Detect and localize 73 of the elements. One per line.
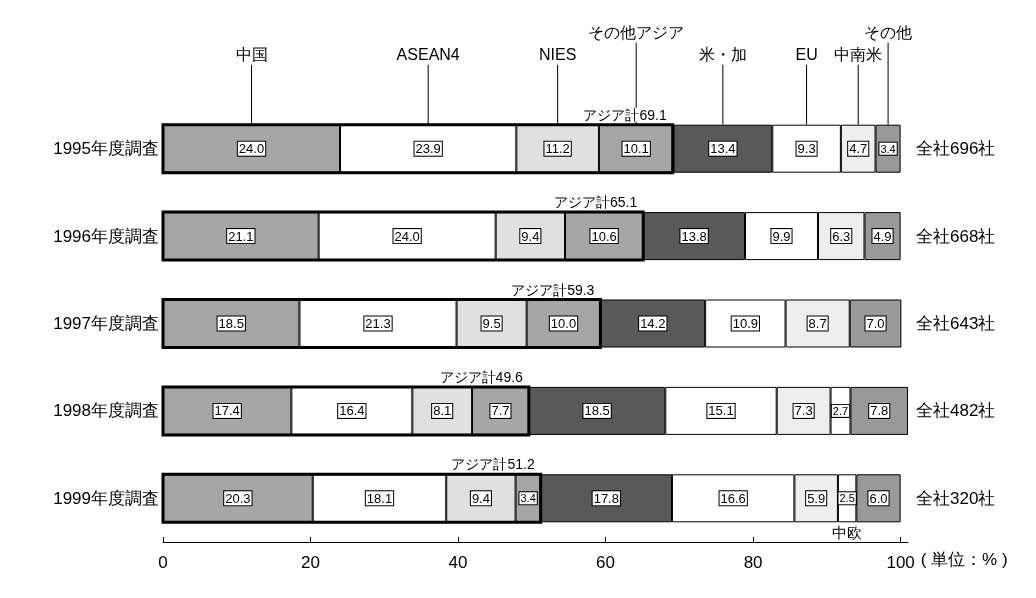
- data-label: 10.0: [550, 316, 577, 331]
- data-label: 21.1: [228, 228, 254, 244]
- data-label: 2.7: [832, 404, 849, 417]
- data-label: 24.0: [238, 141, 265, 157]
- data-label: 13.4: [710, 141, 736, 157]
- data-label: 18.5: [584, 403, 610, 419]
- y2-tick-label: 全社320社: [916, 488, 996, 508]
- text: その他アジア: [588, 24, 685, 42]
- data-label: 7.3: [794, 403, 813, 419]
- y-tick-label: 1996年度調査: [53, 226, 159, 246]
- data-label: 8.1: [433, 403, 452, 419]
- data-label: 21.3: [365, 316, 391, 331]
- data-label: 4.9: [873, 228, 892, 244]
- data-label: 10.6: [591, 228, 617, 244]
- annotation: アジア計59.3: [511, 281, 595, 298]
- data-label: 18.5: [218, 316, 244, 331]
- data-label: 13.8: [681, 228, 707, 244]
- data-label: 11.2: [545, 141, 570, 157]
- data-label: 7.0: [866, 316, 885, 331]
- data-label: 5.9: [807, 490, 826, 506]
- text: その他: [864, 24, 913, 42]
- y-tick-label: 1999年度調査: [53, 488, 159, 508]
- data-label: 9.9: [772, 228, 791, 244]
- text: ASEAN4: [396, 46, 460, 64]
- data-label: 2.5: [839, 492, 855, 505]
- data-label: 24.0: [394, 228, 420, 244]
- data-label: 20.3: [225, 490, 251, 506]
- annotation: アジア計69.1: [583, 106, 667, 123]
- series-label: 中欧: [832, 524, 863, 542]
- x-tick-label: 100: [886, 553, 915, 572]
- y2-tick-label: 全社696社: [916, 139, 996, 159]
- y-tick-label: 1995年度調査: [53, 139, 159, 159]
- x-tick-label: 0: [158, 553, 168, 572]
- y-tick-label: 1997年度調査: [53, 314, 159, 333]
- annotation: アジア計65.1: [553, 194, 638, 211]
- data-label: 6.3: [832, 228, 851, 244]
- annotation: アジア計49.6: [439, 368, 524, 385]
- data-label: 14.2: [640, 316, 666, 331]
- text: 中国: [235, 46, 268, 64]
- y2-tick-label: 全社643社: [916, 314, 996, 333]
- annotation: アジア計51.2: [451, 456, 535, 473]
- data-label: 8.7: [808, 316, 827, 331]
- x-tick-label: 20: [301, 553, 320, 572]
- text: NIES: [538, 46, 577, 64]
- data-label: 3.4: [520, 492, 536, 505]
- data-label: 7.8: [870, 403, 889, 419]
- x-axis-title: ( 単位：% ): [920, 550, 1008, 569]
- text: 米・加: [698, 46, 747, 64]
- text: EU: [795, 46, 818, 64]
- data-label: 17.4: [214, 403, 240, 419]
- data-label: 9.5: [482, 316, 501, 331]
- data-label: 16.6: [720, 490, 746, 506]
- data-label: 7.7: [491, 403, 510, 419]
- x-tick-label: 80: [743, 553, 763, 572]
- data-label: 16.4: [339, 403, 365, 419]
- x-tick-label: 60: [596, 553, 616, 572]
- data-label: 9.4: [471, 490, 490, 506]
- data-label: 9.4: [521, 228, 540, 244]
- data-label: 15.1: [708, 403, 734, 419]
- data-label: 10.9: [732, 316, 759, 331]
- data-label: 4.7: [849, 141, 868, 157]
- data-label: 6.0: [869, 490, 888, 506]
- data-label: 9.3: [797, 141, 816, 157]
- text: 中南米: [834, 46, 883, 64]
- y2-tick-label: 全社482社: [916, 401, 996, 421]
- data-label: 3.4: [880, 142, 896, 155]
- y-tick-label: 1998年度調査: [53, 401, 159, 421]
- x-tick-label: 40: [448, 553, 468, 572]
- data-label: 17.8: [593, 490, 619, 506]
- data-label: 23.9: [415, 141, 441, 157]
- y2-tick-label: 全社668社: [916, 226, 996, 246]
- data-label: 10.1: [623, 141, 649, 157]
- data-label: 18.1: [366, 490, 393, 506]
